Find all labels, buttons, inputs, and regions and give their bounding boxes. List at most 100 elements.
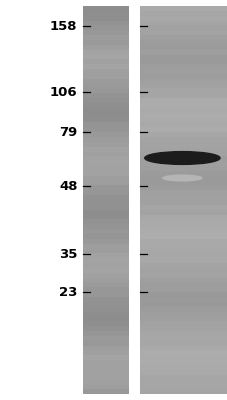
Bar [83,45,128,50]
Bar [140,30,226,35]
Bar [140,239,226,244]
Bar [83,316,128,321]
Bar [140,321,226,326]
Bar [140,84,226,88]
Text: 23: 23 [59,286,77,298]
Bar [83,137,128,142]
Text: 106: 106 [50,86,77,98]
Bar [140,6,226,11]
Bar [140,88,226,93]
Bar [83,88,128,93]
Bar [140,297,226,302]
Bar [83,50,128,54]
Bar [83,278,128,282]
Bar [83,35,128,40]
Bar [140,370,226,374]
Bar [140,316,226,321]
Bar [83,282,128,287]
Bar [83,380,128,384]
Bar [140,152,226,156]
Ellipse shape [161,174,202,182]
Bar [140,220,226,224]
Bar [83,224,128,229]
Bar [83,268,128,273]
Bar [140,365,226,370]
Bar [140,190,226,195]
Bar [140,79,226,84]
Bar [140,118,226,122]
Bar [140,195,226,200]
Bar [83,336,128,341]
Bar [83,389,128,394]
Bar [83,297,128,302]
Bar [83,152,128,156]
Bar [83,132,128,137]
Bar [83,239,128,244]
Bar [83,54,128,59]
Bar [140,380,226,384]
Bar [140,59,226,64]
Bar [140,331,226,336]
Bar [140,258,226,263]
Bar [83,171,128,176]
Bar [83,142,128,147]
Bar [140,360,226,365]
Bar [83,350,128,355]
Bar [140,374,226,380]
Bar [140,244,226,248]
Bar [140,35,226,40]
Text: 35: 35 [59,248,77,260]
Bar [83,370,128,374]
Bar [140,40,226,45]
Bar [83,302,128,307]
Bar [140,50,226,54]
Bar [83,258,128,263]
Bar [140,147,226,152]
Bar [140,93,226,98]
Bar [83,16,128,20]
Bar [83,127,128,132]
Bar [83,326,128,331]
Bar [83,214,128,219]
Bar [140,186,226,190]
Bar [83,195,128,200]
Bar [83,11,128,16]
Bar [83,287,128,292]
Bar [83,40,128,45]
Bar [140,346,226,350]
Bar [140,6,226,394]
Bar [140,384,226,389]
Bar [140,326,226,331]
Bar [140,278,226,282]
Bar [83,307,128,312]
Bar [83,64,128,69]
Bar [83,341,128,346]
Bar [83,244,128,248]
Bar [140,161,226,166]
Bar [83,103,128,108]
Bar [83,374,128,380]
Bar [83,166,128,171]
Bar [140,350,226,355]
Bar [83,25,128,30]
Bar [83,331,128,336]
Bar [140,292,226,297]
Bar [140,171,226,176]
Bar [140,74,226,79]
Bar [140,137,226,142]
Bar [83,248,128,253]
Bar [140,282,226,287]
Bar [140,113,226,118]
Bar [83,234,128,239]
Bar [140,224,226,229]
Bar [83,186,128,190]
Bar [140,176,226,181]
Bar [140,210,226,214]
Bar [140,54,226,59]
Bar [83,355,128,360]
Bar [83,360,128,365]
Bar [140,25,226,30]
Bar [140,263,226,268]
Bar [83,220,128,224]
Bar [140,16,226,20]
